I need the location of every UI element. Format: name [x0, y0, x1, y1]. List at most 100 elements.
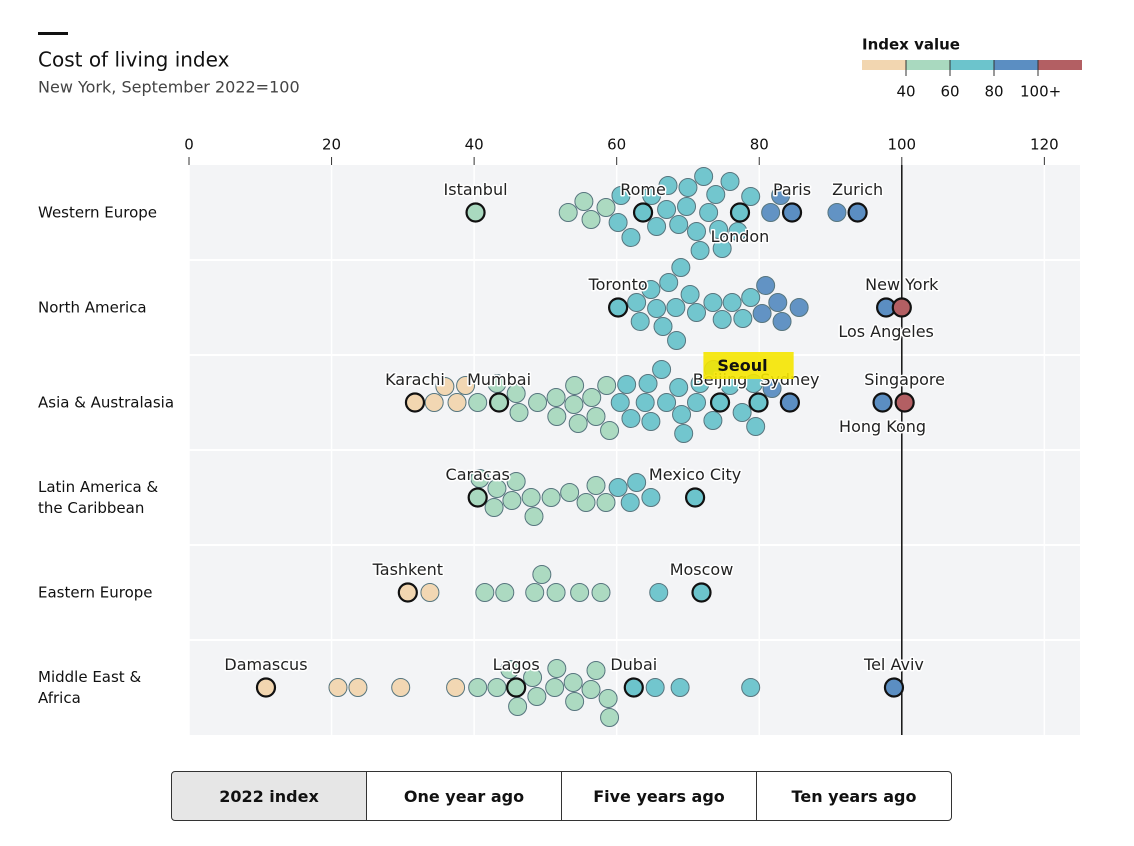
- dot: [674, 424, 694, 443]
- legend-swatch: [906, 60, 950, 70]
- dot: [484, 498, 504, 517]
- dot: [447, 393, 467, 412]
- dot: [541, 488, 561, 507]
- city-dot: [488, 392, 510, 413]
- dot: [565, 692, 585, 711]
- city-dot: [632, 202, 654, 223]
- city-label: Istanbul: [444, 180, 508, 199]
- dot: [558, 203, 578, 222]
- tab-button[interactable]: 2022 index: [171, 771, 367, 821]
- dot: [687, 222, 707, 241]
- dot: [523, 668, 543, 687]
- dot: [680, 285, 700, 304]
- dot: [667, 331, 687, 350]
- dot: [547, 659, 567, 678]
- dot: [611, 186, 631, 205]
- dot: [545, 678, 565, 697]
- legend-title: Index value: [862, 36, 960, 54]
- dot: [586, 661, 606, 680]
- region-label: North America: [38, 298, 147, 316]
- dot: [638, 374, 658, 393]
- city-dot: [883, 677, 905, 698]
- title-rule: [38, 32, 68, 35]
- dot: [591, 583, 611, 602]
- dot: [733, 309, 753, 328]
- city-label: New York: [865, 275, 939, 294]
- region-label: Eastern Europe: [38, 583, 153, 601]
- city-dot: [779, 392, 800, 413]
- dot: [487, 374, 507, 393]
- dot: [712, 239, 732, 258]
- dot: [528, 393, 548, 412]
- dot: [627, 473, 647, 492]
- city-dot: [467, 487, 488, 508]
- x-tick-label: 20: [322, 136, 341, 154]
- dot: [608, 213, 628, 232]
- dot: [487, 678, 507, 697]
- dot: [610, 393, 630, 412]
- city-dot: [781, 202, 803, 223]
- city-dot: [894, 392, 915, 413]
- dot: [647, 217, 667, 236]
- tab-button[interactable]: Ten years ago: [756, 771, 952, 821]
- dot: [576, 493, 596, 512]
- x-tick-label: 0: [184, 136, 194, 154]
- tab-button[interactable]: Five years ago: [561, 771, 757, 821]
- dot: [641, 412, 661, 431]
- dot: [677, 197, 697, 216]
- city-label: Rome: [620, 180, 666, 199]
- dot: [456, 376, 476, 395]
- dot: [670, 678, 690, 697]
- dot: [694, 167, 714, 186]
- dot: [424, 393, 444, 412]
- dot: [568, 414, 588, 433]
- city-layer: Tel Aviv Dubai Lagos Damascus: [223, 654, 925, 698]
- dot: [586, 476, 606, 495]
- dot: [521, 488, 541, 507]
- city-dot: [506, 677, 527, 698]
- dot: [732, 403, 752, 422]
- dot: [586, 407, 606, 426]
- dot: [597, 376, 617, 395]
- x-tick-label: 60: [607, 136, 626, 154]
- legend-tick-label: 100+: [1020, 83, 1061, 101]
- dot: [547, 407, 567, 426]
- region-label: Western Europe: [38, 203, 158, 221]
- dot: [581, 680, 601, 699]
- dot: [746, 417, 766, 436]
- city-label: Moscow: [670, 560, 734, 579]
- city-layer: Mexico City Caracas: [444, 464, 743, 508]
- dot: [687, 303, 707, 322]
- dot: [641, 488, 661, 507]
- city-label: Mexico City: [649, 465, 741, 484]
- dot: [756, 276, 776, 295]
- city-label: Lagos: [493, 655, 540, 674]
- dot: [666, 298, 686, 317]
- dot: [391, 678, 411, 697]
- legend-swatch: [950, 60, 994, 70]
- city-label: Singapore: [864, 370, 945, 389]
- dot: [728, 222, 748, 241]
- dot: [621, 228, 641, 247]
- legend-swatch: [1038, 60, 1082, 70]
- dot: [565, 376, 585, 395]
- dot: [435, 377, 455, 396]
- dot: [500, 660, 520, 679]
- region-label: Middle East & Africa: [38, 667, 142, 707]
- tab-button[interactable]: One year ago: [366, 771, 562, 821]
- dot: [709, 220, 729, 239]
- dot: [581, 210, 601, 229]
- dot: [722, 293, 742, 312]
- city-label: Mumbai: [467, 370, 531, 389]
- dot: [687, 393, 707, 412]
- city-label: Dubai: [610, 655, 657, 674]
- dot: [600, 708, 620, 727]
- dot: [741, 187, 761, 206]
- dot: [712, 310, 732, 329]
- x-tick-label: 120: [1030, 136, 1059, 154]
- city-layer: Moscow Tashkent: [370, 559, 735, 603]
- dot: [627, 293, 647, 312]
- city-dot: [847, 202, 868, 223]
